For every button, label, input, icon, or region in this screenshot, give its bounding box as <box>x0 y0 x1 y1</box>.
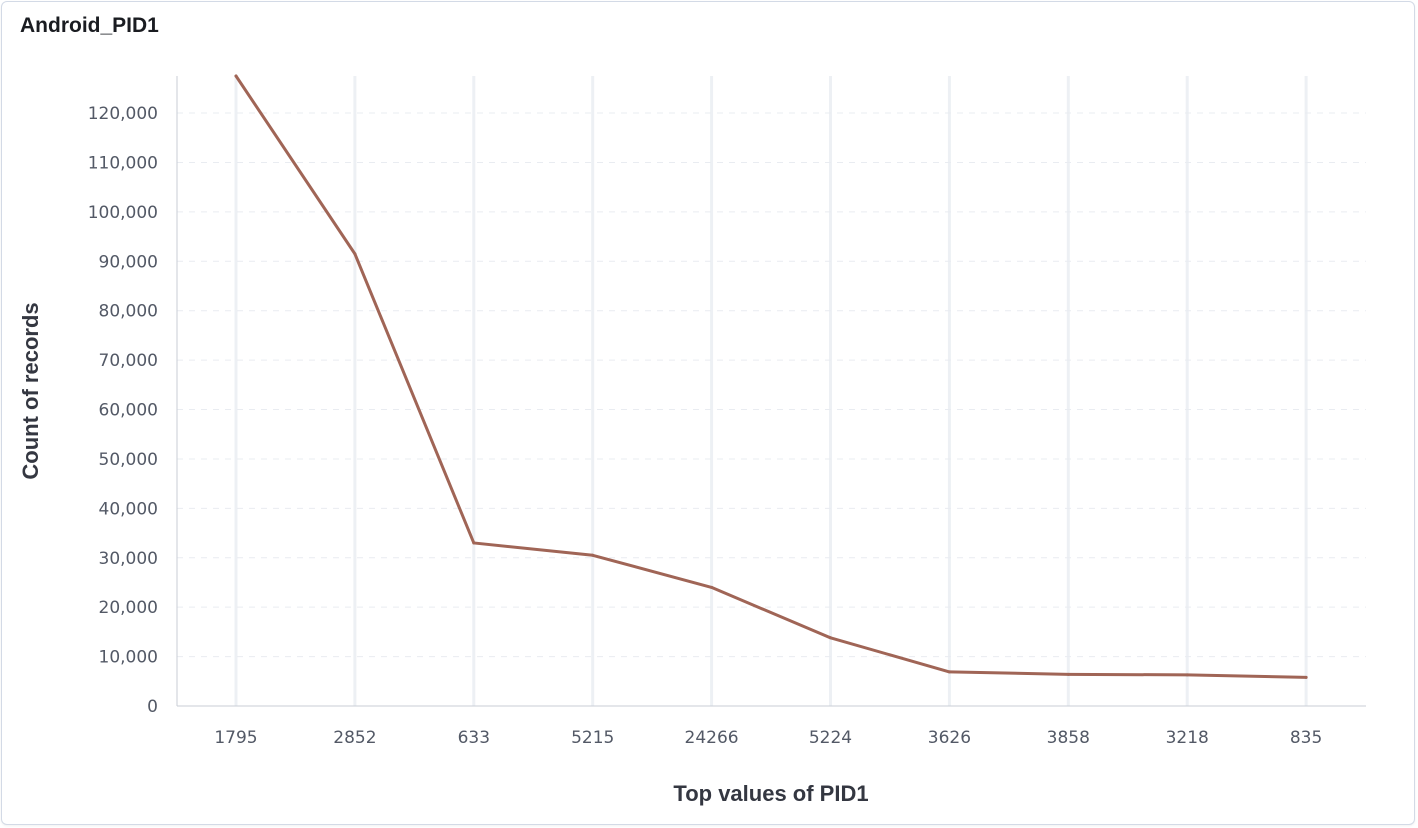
x-axis-title: Top values of PID1 <box>673 781 868 806</box>
x-tick-label: 3626 <box>928 728 971 748</box>
x-tick-label: 835 <box>1290 728 1322 748</box>
series-group <box>234 74 1308 679</box>
y-tick-label: 70,000 <box>99 351 158 371</box>
data-point[interactable] <box>1185 673 1189 677</box>
vertical-gridlines <box>234 76 1308 706</box>
data-point[interactable] <box>947 670 951 674</box>
data-point[interactable] <box>591 553 595 557</box>
y-tick-label: 20,000 <box>99 598 158 618</box>
y-tick-label: 110,000 <box>88 153 158 173</box>
x-tick-label: 3858 <box>1047 728 1090 748</box>
x-axis-ticks: 1795 2852 633 5215 24266 5224 3626 3858 3218 835 <box>214 728 1322 748</box>
y-tick-label: 100,000 <box>88 203 158 223</box>
y-tick-label: 90,000 <box>99 252 158 272</box>
x-tick-label: 5215 <box>571 728 614 748</box>
data-point[interactable] <box>710 585 714 589</box>
y-tick-label: 0 <box>147 697 158 717</box>
data-point[interactable] <box>829 636 832 640</box>
y-axis-ticks: 0 10,000 20,000 30,000 40,000 50,000 60,000 70,… <box>88 104 158 717</box>
x-tick-label: 2852 <box>333 728 376 748</box>
x-tick-label: 1795 <box>214 728 257 748</box>
y-tick-label: 60,000 <box>99 401 158 421</box>
data-point[interactable] <box>472 541 476 545</box>
y-tick-label: 40,000 <box>99 499 158 519</box>
y-tick-label: 10,000 <box>99 648 158 668</box>
y-tick-label: 50,000 <box>99 450 158 470</box>
panel-title: Android_PID1 <box>20 14 159 37</box>
x-tick-label: 633 <box>458 728 490 748</box>
y-tick-label: 80,000 <box>99 302 158 322</box>
data-point[interactable] <box>234 74 238 78</box>
y-tick-label: 30,000 <box>99 549 158 569</box>
x-tick-label: 3218 <box>1166 728 1209 748</box>
data-point[interactable] <box>1304 675 1308 679</box>
y-axis-title: Count of records <box>18 302 43 479</box>
x-tick-label: 5224 <box>809 728 852 748</box>
x-tick-label: 24266 <box>685 728 739 748</box>
series-line <box>234 74 1308 679</box>
data-point[interactable] <box>353 252 357 256</box>
y-tick-label: 120,000 <box>88 104 158 124</box>
data-point[interactable] <box>1066 672 1070 676</box>
